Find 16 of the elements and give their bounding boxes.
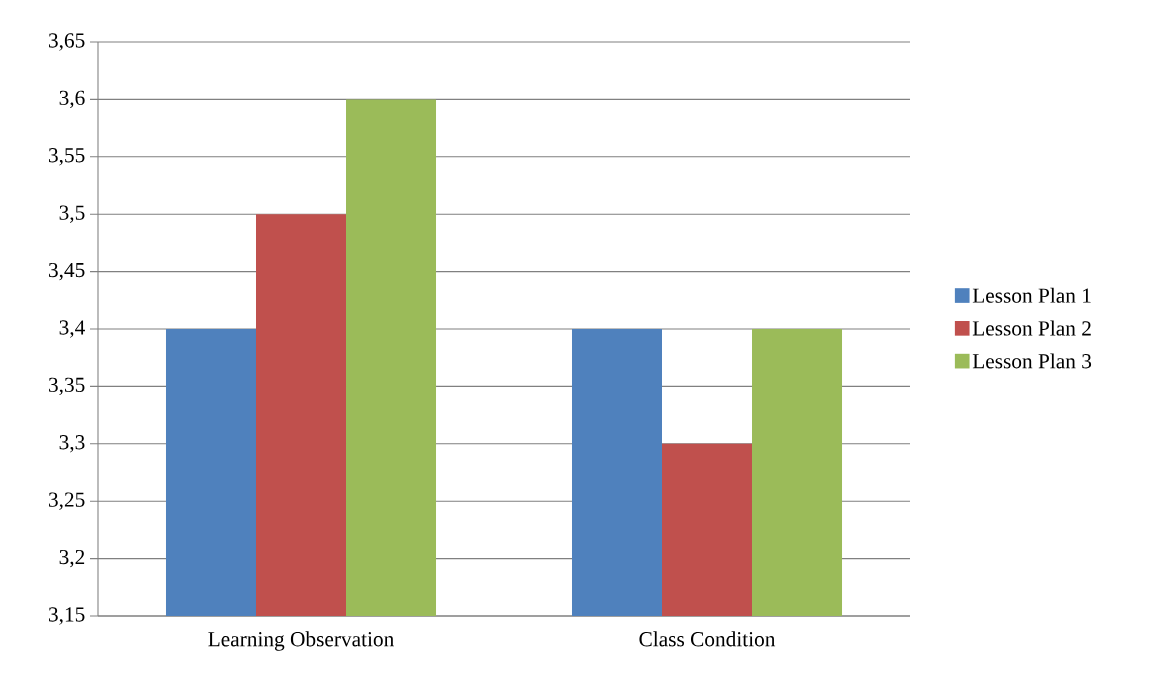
y-tick-label: 3,35 (48, 377, 85, 396)
legend-label: Lesson Plan 1 (972, 287, 1091, 303)
y-tick-label: 3,5 (59, 205, 85, 223)
x-tick-label: Class Condition (639, 631, 776, 647)
y-tick-label: 3,15 (48, 607, 85, 625)
y-tick-label: 3,25 (48, 492, 85, 510)
y-tick-label: 3,6 (59, 90, 85, 109)
legend-label: Lesson Plan 3 (972, 353, 1092, 369)
y-tick-label: 3,2 (59, 549, 85, 568)
y-tick-label: 3,55 (48, 148, 85, 166)
y-tick-label: 3,45 (48, 262, 85, 281)
y-tick-label: 3,3 (59, 435, 85, 453)
y-tick-label: 3,65 (48, 33, 85, 51)
y-tick-label: 3,4 (59, 320, 85, 338)
legend-label: Lesson Plan 2 (972, 320, 1091, 336)
x-tick-label: Learning Observation (208, 631, 394, 651)
